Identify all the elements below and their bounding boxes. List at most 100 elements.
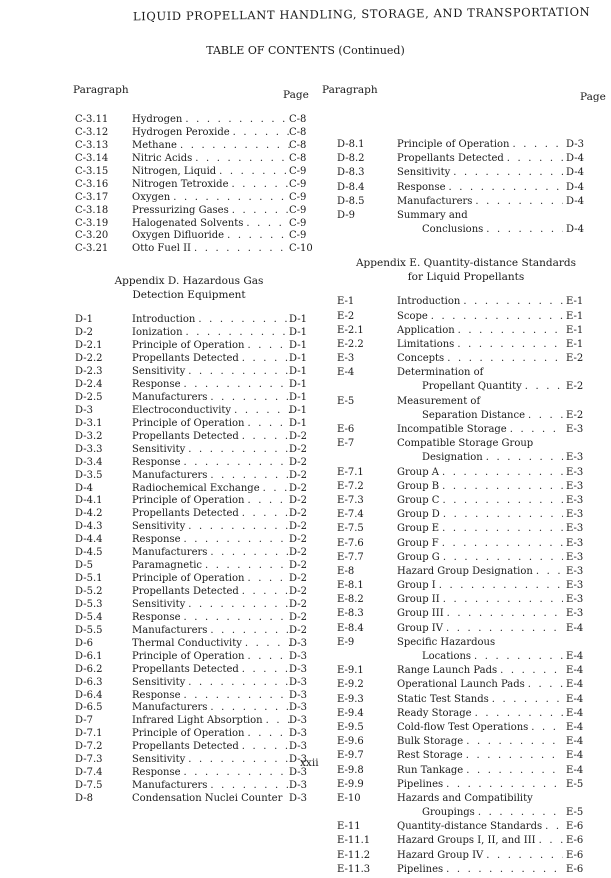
toc-entry[interactable]: D-9 Summary and (337, 210, 595, 224)
toc-entry[interactable]: D-8.1 Principle of Operation. . . . . . … (337, 139, 595, 153)
toc-entry[interactable]: D-4.5 Manufacturers. . . . . . . . . . .… (75, 547, 307, 560)
toc-entry[interactable]: D-6.1 Principle of Operation. . . . . . … (75, 651, 307, 664)
toc-entry[interactable]: D-3.2 Propellants Detected. . . . . . . … (75, 431, 307, 444)
toc-entry-continued[interactable]: Propellant Quantity. . . . . . . . . . .… (337, 381, 595, 395)
toc-entry[interactable]: E-9.2 Operational Launch Pads. . . . . .… (337, 679, 595, 693)
toc-entry[interactable]: D-5.3 Sensitivity. . . . . . . . . . . .… (75, 599, 307, 612)
toc-entry[interactable]: C-3.13 Methane. . . . . . . . . . . . . … (75, 140, 306, 153)
toc-entry[interactable]: E-9.6 Bulk Storage. . . . . . . . . . . … (337, 736, 595, 750)
toc-entry[interactable]: E-1 Introduction. . . . . . . . . . . . … (337, 296, 595, 310)
toc-entry[interactable]: E-8.3 Group III. . . . . . . . . . . . .… (337, 608, 595, 622)
toc-entry[interactable]: E-7.1 Group A. . . . . . . . . . . . . .… (337, 467, 595, 481)
toc-entry[interactable]: D-2.1 Principle of Operation. . . . . . … (75, 340, 307, 353)
toc-entry[interactable]: D-7.2 Propellants Detected. . . . . . . … (75, 741, 307, 754)
toc-entry[interactable]: D-3.3 Sensitivity. . . . . . . . . . . .… (75, 444, 307, 457)
toc-entry[interactable]: E-7 Compatible Storage Group (337, 438, 595, 452)
toc-entry-continued[interactable]: Separation Distance. . . . . . . . . . .… (337, 410, 595, 424)
toc-entry[interactable]: D-2 Ionization. . . . . . . . . . . . . … (75, 327, 307, 340)
toc-entry[interactable]: D-8 Condensation Nuclei Counter D-3 (75, 793, 307, 806)
toc-entry[interactable]: D-6.3 Sensitivity. . . . . . . . . . . .… (75, 677, 307, 690)
toc-entry[interactable]: D-6.5 Manufacturers. . . . . . . . . . .… (75, 702, 307, 715)
toc-entry[interactable]: D-6.2 Propellants Detected. . . . . . . … (75, 664, 307, 677)
toc-entry[interactable]: E-8.1 Group I. . . . . . . . . . . . . .… (337, 580, 595, 594)
toc-entry[interactable]: E-9.7 Rest Storage. . . . . . . . . . . … (337, 750, 595, 764)
toc-entry-continued[interactable]: Conclusions. . . . . . . . . . . . . . .… (337, 224, 595, 238)
toc-entry[interactable]: E-7.2 Group B. . . . . . . . . . . . . .… (337, 481, 595, 495)
toc-entry[interactable]: C-3.19 Halogenated Solvents. . . . . . .… (75, 218, 306, 231)
toc-entry[interactable]: D-8.5 Manufacturers. . . . . . . . . . .… (337, 196, 595, 210)
toc-entry[interactable]: C-3.16 Nitrogen Tetroxide. . . . . . . .… (75, 179, 306, 192)
toc-entry[interactable]: C-3.20 Oxygen Difluoride. . . . . . . . … (75, 230, 306, 243)
toc-entry[interactable]: E-11.3 Pipelines. . . . . . . . . . . . … (337, 864, 595, 878)
entry-title: Sensitivity (397, 167, 451, 179)
toc-entry[interactable]: D-2.5 Manufacturers. . . . . . . . . . .… (75, 392, 307, 405)
toc-entry[interactable]: D-4.2 Propellants Detected. . . . . . . … (75, 508, 307, 521)
toc-entry[interactable]: D-4.4 Response. . . . . . . . . . . . . … (75, 534, 307, 547)
toc-entry[interactable]: D-1 Introduction. . . . . . . . . . . . … (75, 314, 307, 327)
toc-entry[interactable]: D-7.5 Manufacturers. . . . . . . . . . .… (75, 780, 307, 793)
toc-entry[interactable]: E-8.4 Group IV. . . . . . . . . . . . . … (337, 623, 595, 637)
toc-entry[interactable]: C-3.18 Pressurizing Gases. . . . . . . .… (75, 205, 306, 218)
toc-entry[interactable]: E-7.3 Group C. . . . . . . . . . . . . .… (337, 495, 595, 509)
toc-entry[interactable]: E-4 Determination of (337, 367, 595, 381)
toc-entry[interactable]: D-7.4 Response. . . . . . . . . . . . . … (75, 767, 307, 780)
toc-entry[interactable]: D-3 Electroconductivity. . . . . . . . .… (75, 405, 307, 418)
toc-entry[interactable]: C-3.17 Oxygen. . . . . . . . . . . . . .… (75, 192, 306, 205)
toc-entry[interactable]: E-9.5 Cold-flow Test Operations. . . . .… (337, 722, 595, 736)
toc-entry[interactable]: E-9.3 Static Test Stands. . . . . . . . … (337, 694, 595, 708)
toc-entry[interactable]: D-7.1 Principle of Operation. . . . . . … (75, 728, 307, 741)
toc-entry[interactable]: D-4 Radiochemical Exchange. . . . . . . … (75, 483, 307, 496)
toc-entry[interactable]: D-4.3 Sensitivity. . . . . . . . . . . .… (75, 521, 307, 534)
toc-entry-continued[interactable]: Designation. . . . . . . . . . . . . . .… (337, 452, 595, 466)
toc-entry[interactable]: D-5.1 Principle of Operation. . . . . . … (75, 573, 307, 586)
toc-entry[interactable]: D-7.3 Sensitivity. . . . . . . . . . . .… (75, 754, 307, 767)
toc-entry[interactable]: E-9.8 Run Tankage. . . . . . . . . . . .… (337, 765, 595, 779)
toc-entry[interactable]: E-11.2 Hazard Group IV. . . . . . . . . … (337, 850, 595, 864)
toc-entry[interactable]: C-3.21 Otto Fuel II. . . . . . . . . . .… (75, 243, 313, 256)
toc-entry[interactable]: D-5.2 Propellants Detected. . . . . . . … (75, 586, 307, 599)
toc-entry[interactable]: D-5.4 Response. . . . . . . . . . . . . … (75, 612, 307, 625)
toc-entry[interactable]: D-6.4 Response. . . . . . . . . . . . . … (75, 690, 307, 703)
toc-entry[interactable]: D-6 Thermal Conductivity. . . . . . . . … (75, 638, 307, 651)
toc-entry[interactable]: D-8.4 Response. . . . . . . . . . . . . … (337, 182, 595, 196)
toc-entry[interactable]: D-2.3 Sensitivity. . . . . . . . . . . .… (75, 366, 307, 379)
left-paragraph-header: Paragraph (73, 84, 129, 96)
toc-entry[interactable]: D-4.1 Principle of Operation. . . . . . … (75, 495, 307, 508)
toc-entry[interactable]: D-8.3 Sensitivity. . . . . . . . . . . .… (337, 167, 595, 181)
toc-entry-continued[interactable]: Groupings. . . . . . . . . . . . . . . .… (337, 807, 595, 821)
toc-entry[interactable]: D-2.2 Propellants Detected. . . . . . . … (75, 353, 307, 366)
toc-entry[interactable]: D-8.2 Propellants Detected. . . . . . . … (337, 153, 595, 167)
toc-entry[interactable]: E-7.4 Group D. . . . . . . . . . . . . .… (337, 509, 595, 523)
toc-entry[interactable]: C-3.14 Nitric Acids. . . . . . . . . . .… (75, 153, 306, 166)
toc-entry[interactable]: E-6 Incompatible Storage. . . . . . . . … (337, 424, 595, 438)
toc-entry[interactable]: E-7.5 Group E. . . . . . . . . . . . . .… (337, 523, 595, 537)
toc-entry[interactable]: E-2 Scope. . . . . . . . . . . . . . . .… (337, 311, 595, 325)
toc-entry[interactable]: E-2.2 Limitations. . . . . . . . . . . .… (337, 339, 595, 353)
toc-entry[interactable]: E-11 Quantity-distance Standards. . . . … (337, 821, 595, 835)
toc-entry[interactable]: D-2.4 Response. . . . . . . . . . . . . … (75, 379, 307, 392)
toc-entry[interactable]: E-10 Hazards and Compatibility (337, 793, 595, 807)
toc-entry[interactable]: E-9.4 Ready Storage. . . . . . . . . . .… (337, 708, 595, 722)
toc-entry[interactable]: E-9 Specific Hazardous (337, 637, 595, 651)
toc-entry[interactable]: D-5 Paramagnetic. . . . . . . . . . . . … (75, 560, 307, 573)
toc-entry[interactable]: E-7.7 Group G. . . . . . . . . . . . . .… (337, 552, 595, 566)
toc-entry[interactable]: D-5.5 Manufacturers. . . . . . . . . . .… (75, 625, 307, 638)
toc-entry[interactable]: E-8.2 Group II. . . . . . . . . . . . . … (337, 594, 595, 608)
toc-entry-continued[interactable]: Locations. . . . . . . . . . . . . . . .… (337, 651, 595, 665)
toc-entry[interactable]: D-3.1 Principle of Operation. . . . . . … (75, 418, 307, 431)
toc-entry[interactable]: E-9.9 Pipelines. . . . . . . . . . . . .… (337, 779, 595, 793)
toc-entry[interactable]: C-3.12 Hydrogen Peroxide. . . . . . . . … (75, 127, 306, 140)
toc-entry[interactable]: E-7.6 Group F. . . . . . . . . . . . . .… (337, 538, 595, 552)
toc-entry[interactable]: D-7 Infrared Light Absorption. . . . . .… (75, 715, 307, 728)
toc-entry[interactable]: E-2.1 Application. . . . . . . . . . . .… (337, 325, 595, 339)
toc-entry[interactable]: D-3.5 Manufacturers. . . . . . . . . . .… (75, 470, 307, 483)
toc-entry[interactable]: D-3.4 Response. . . . . . . . . . . . . … (75, 457, 307, 470)
toc-entry[interactable]: E-11.1 Hazard Groups I, II, and III. . .… (337, 835, 595, 849)
toc-entry[interactable]: E-9.1 Range Launch Pads. . . . . . . . .… (337, 665, 595, 679)
toc-entry[interactable]: E-8 Hazard Group Designation. . . . . . … (337, 566, 595, 580)
page-ref: D-2 (289, 469, 307, 481)
toc-entry[interactable]: E-5 Measurement of (337, 396, 595, 410)
toc-entry[interactable]: C-3.15 Nitrogen, Liquid. . . . . . . . .… (75, 166, 306, 179)
toc-entry[interactable]: C-3.11 Hydrogen. . . . . . . . . . . . .… (75, 114, 306, 127)
toc-entry[interactable]: E-3 Concepts. . . . . . . . . . . . . . … (337, 353, 595, 367)
